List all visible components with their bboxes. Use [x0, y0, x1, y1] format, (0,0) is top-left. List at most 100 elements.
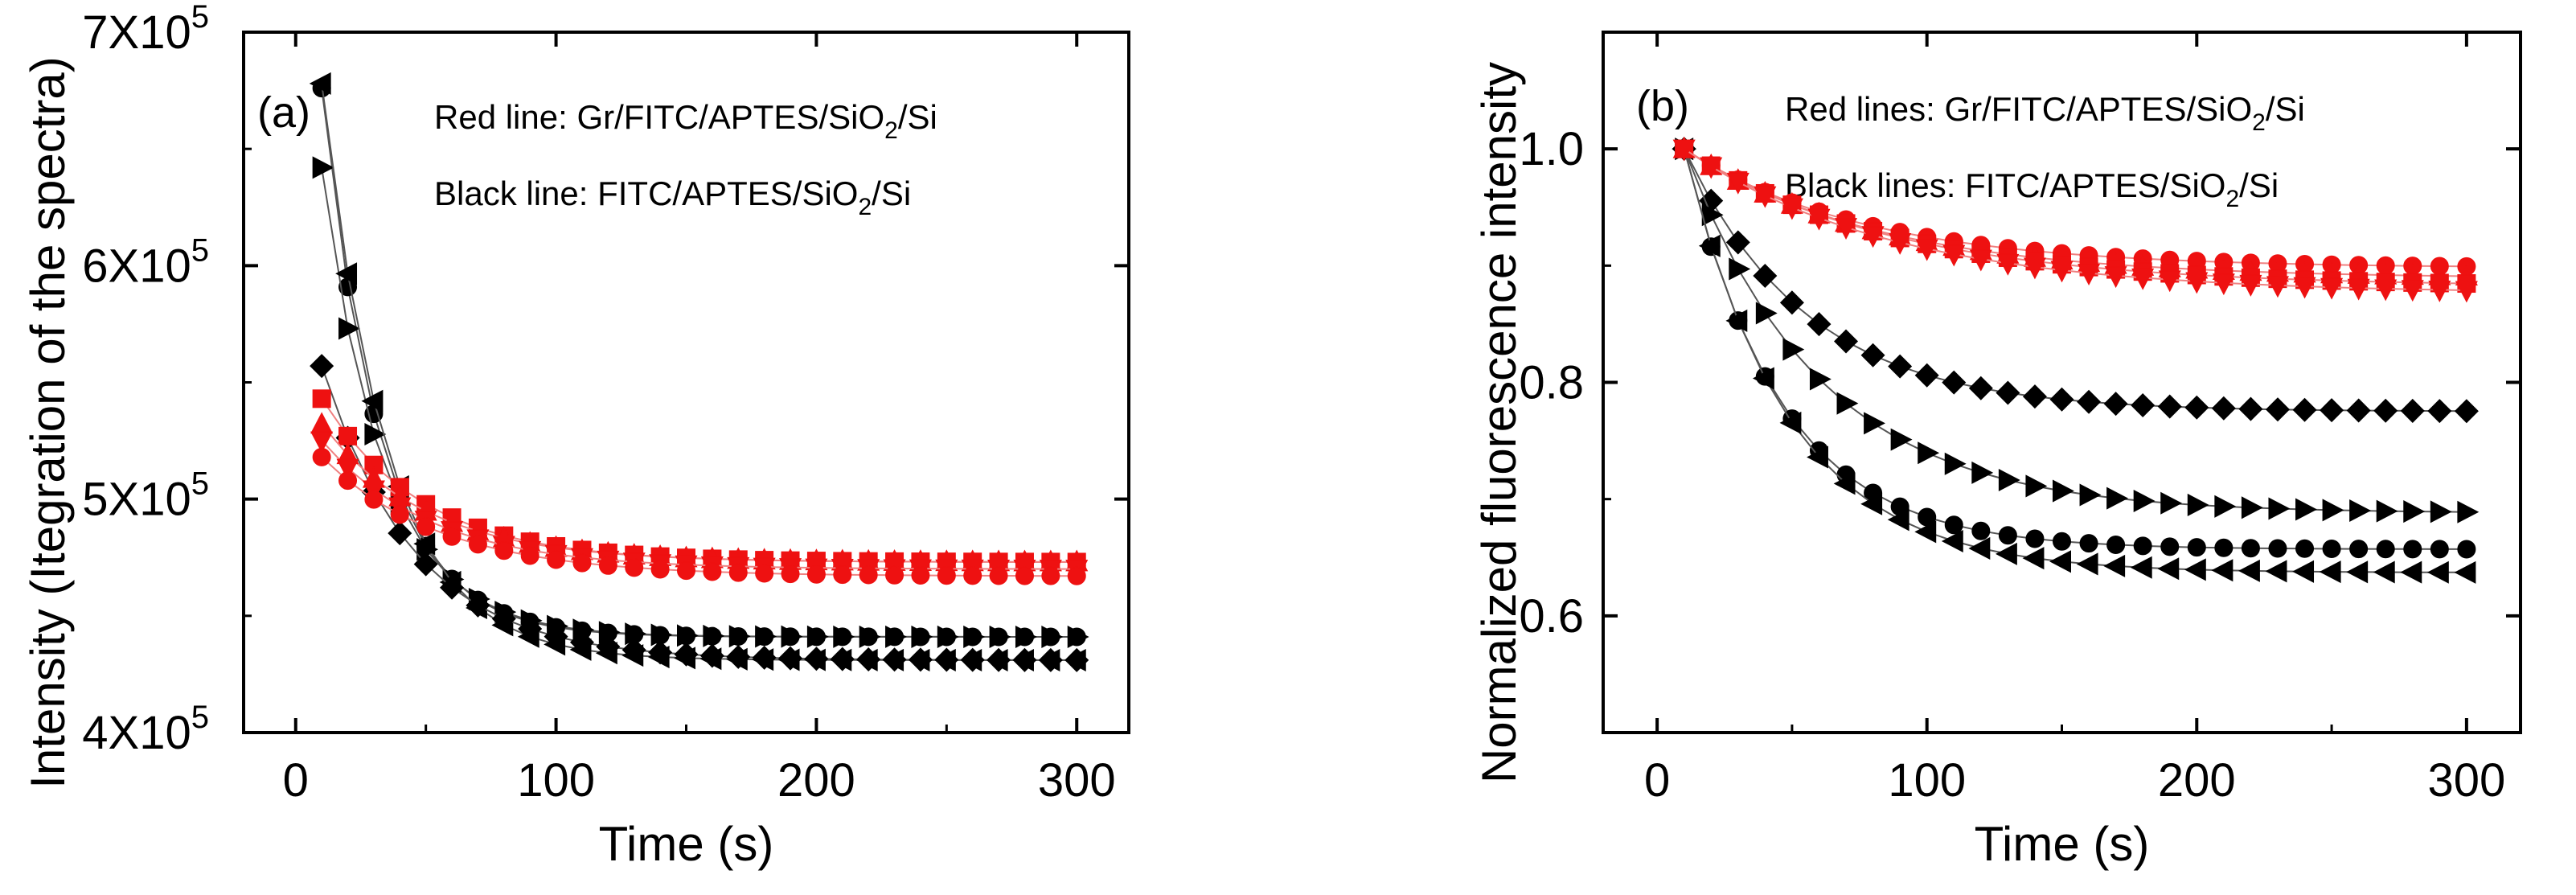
data-point	[1725, 230, 1750, 255]
data-point	[960, 647, 985, 672]
legend-suffix: /Si	[2266, 90, 2305, 128]
data-point	[650, 623, 673, 647]
data-point	[2349, 540, 2369, 559]
data-point	[2400, 560, 2422, 584]
y-tick-label: 1.0	[1519, 123, 1584, 175]
data-point	[2211, 396, 2236, 421]
data-point	[2131, 393, 2156, 418]
data-point	[312, 447, 331, 466]
y-tick-mantissa: 5X10	[82, 474, 191, 526]
data-point	[338, 471, 358, 491]
data-point	[1887, 508, 1909, 532]
data-point	[1941, 529, 1963, 553]
data-point	[1807, 312, 1832, 337]
data-point	[2295, 539, 2315, 558]
y-tick-mantissa: 4X10	[82, 707, 191, 759]
data-point	[2238, 559, 2260, 582]
data-point	[2239, 274, 2262, 297]
data-point	[2079, 483, 2102, 507]
data-point	[1890, 428, 1913, 451]
data-point	[2079, 534, 2098, 553]
data-point	[2053, 479, 2074, 503]
y-tick-exponent: 5	[191, 0, 209, 35]
data-point	[1915, 239, 1938, 261]
data-point	[911, 566, 930, 585]
data-point	[911, 625, 933, 648]
data-point	[934, 647, 959, 672]
y-tick-mantissa: 7X10	[82, 6, 191, 59]
y-axis-title: Intensity (Itegration of the spectra)	[21, 56, 75, 788]
data-point	[677, 624, 699, 647]
data-point	[908, 647, 933, 672]
data-point	[335, 262, 358, 285]
legend-material: FITC/APTES/SiO	[597, 174, 858, 212]
data-point	[728, 625, 751, 648]
data-point	[677, 561, 695, 581]
legend-material: Gr/FITC/APTES/SiO	[576, 98, 884, 136]
data-point	[1914, 363, 1939, 388]
series-red-circle	[312, 447, 1086, 585]
data-point	[2322, 499, 2344, 522]
data-point	[2428, 280, 2451, 302]
data-point	[2025, 474, 2048, 498]
legend-material: Gr/FITC/APTES/SiO	[1944, 90, 2252, 128]
data-point	[2238, 396, 2263, 421]
data-point	[963, 625, 986, 648]
x-tick-label: 300	[2427, 754, 2505, 807]
data-point	[752, 645, 777, 670]
data-point	[2133, 489, 2156, 512]
legend-subscript: 2	[858, 194, 872, 220]
data-point	[1755, 302, 1778, 325]
data-point	[2373, 398, 2398, 423]
data-point	[2103, 554, 2126, 577]
data-point	[2320, 398, 2344, 423]
data-point	[1918, 441, 1940, 465]
data-point	[2403, 540, 2422, 559]
data-point	[625, 558, 644, 577]
series-red-triangle-down	[1672, 139, 2478, 303]
data-point	[309, 72, 331, 95]
data-point	[755, 625, 777, 648]
x-tick-label: 200	[2158, 754, 2236, 807]
x-tick-label: 300	[1038, 754, 1116, 807]
data-point	[2187, 538, 2206, 557]
data-point	[1782, 338, 1805, 361]
legend-prefix: Red line:	[434, 98, 576, 136]
legend-prefix: Black line:	[434, 174, 597, 212]
data-point	[2214, 495, 2237, 518]
data-point	[1833, 472, 1856, 495]
data-point	[413, 532, 436, 556]
data-point	[1754, 186, 1777, 208]
y-tick-label: 4X105	[82, 700, 209, 759]
data-point	[859, 565, 878, 585]
data-point	[1672, 139, 1696, 162]
data-point	[2184, 395, 2209, 420]
data-point	[2349, 499, 2372, 523]
data-point	[466, 593, 490, 618]
data-point	[1698, 234, 1721, 257]
y-tick-label: 6X105	[82, 232, 209, 292]
data-point	[1996, 542, 2017, 565]
data-point	[2157, 557, 2180, 581]
data-point	[1064, 647, 1089, 672]
data-point	[2133, 536, 2152, 556]
data-point	[806, 625, 829, 648]
data-point	[440, 575, 465, 600]
y-tick-label: 5X105	[82, 466, 209, 526]
data-point	[2427, 399, 2452, 424]
legend-prefix: Black lines:	[1785, 166, 1965, 204]
data-point	[1971, 461, 1994, 484]
data-point	[310, 354, 334, 379]
legend-suffix: /Si	[898, 98, 937, 136]
data-point	[1864, 412, 1885, 435]
data-point	[1998, 526, 2017, 545]
data-point	[598, 556, 617, 575]
data-point	[2049, 550, 2071, 573]
data-point	[1807, 445, 1828, 469]
data-point	[2049, 387, 2074, 412]
data-point	[1725, 309, 1748, 332]
data-point	[963, 566, 982, 585]
panel-label: (a)	[257, 88, 310, 137]
data-point	[547, 550, 566, 569]
data-point	[1779, 411, 1802, 434]
